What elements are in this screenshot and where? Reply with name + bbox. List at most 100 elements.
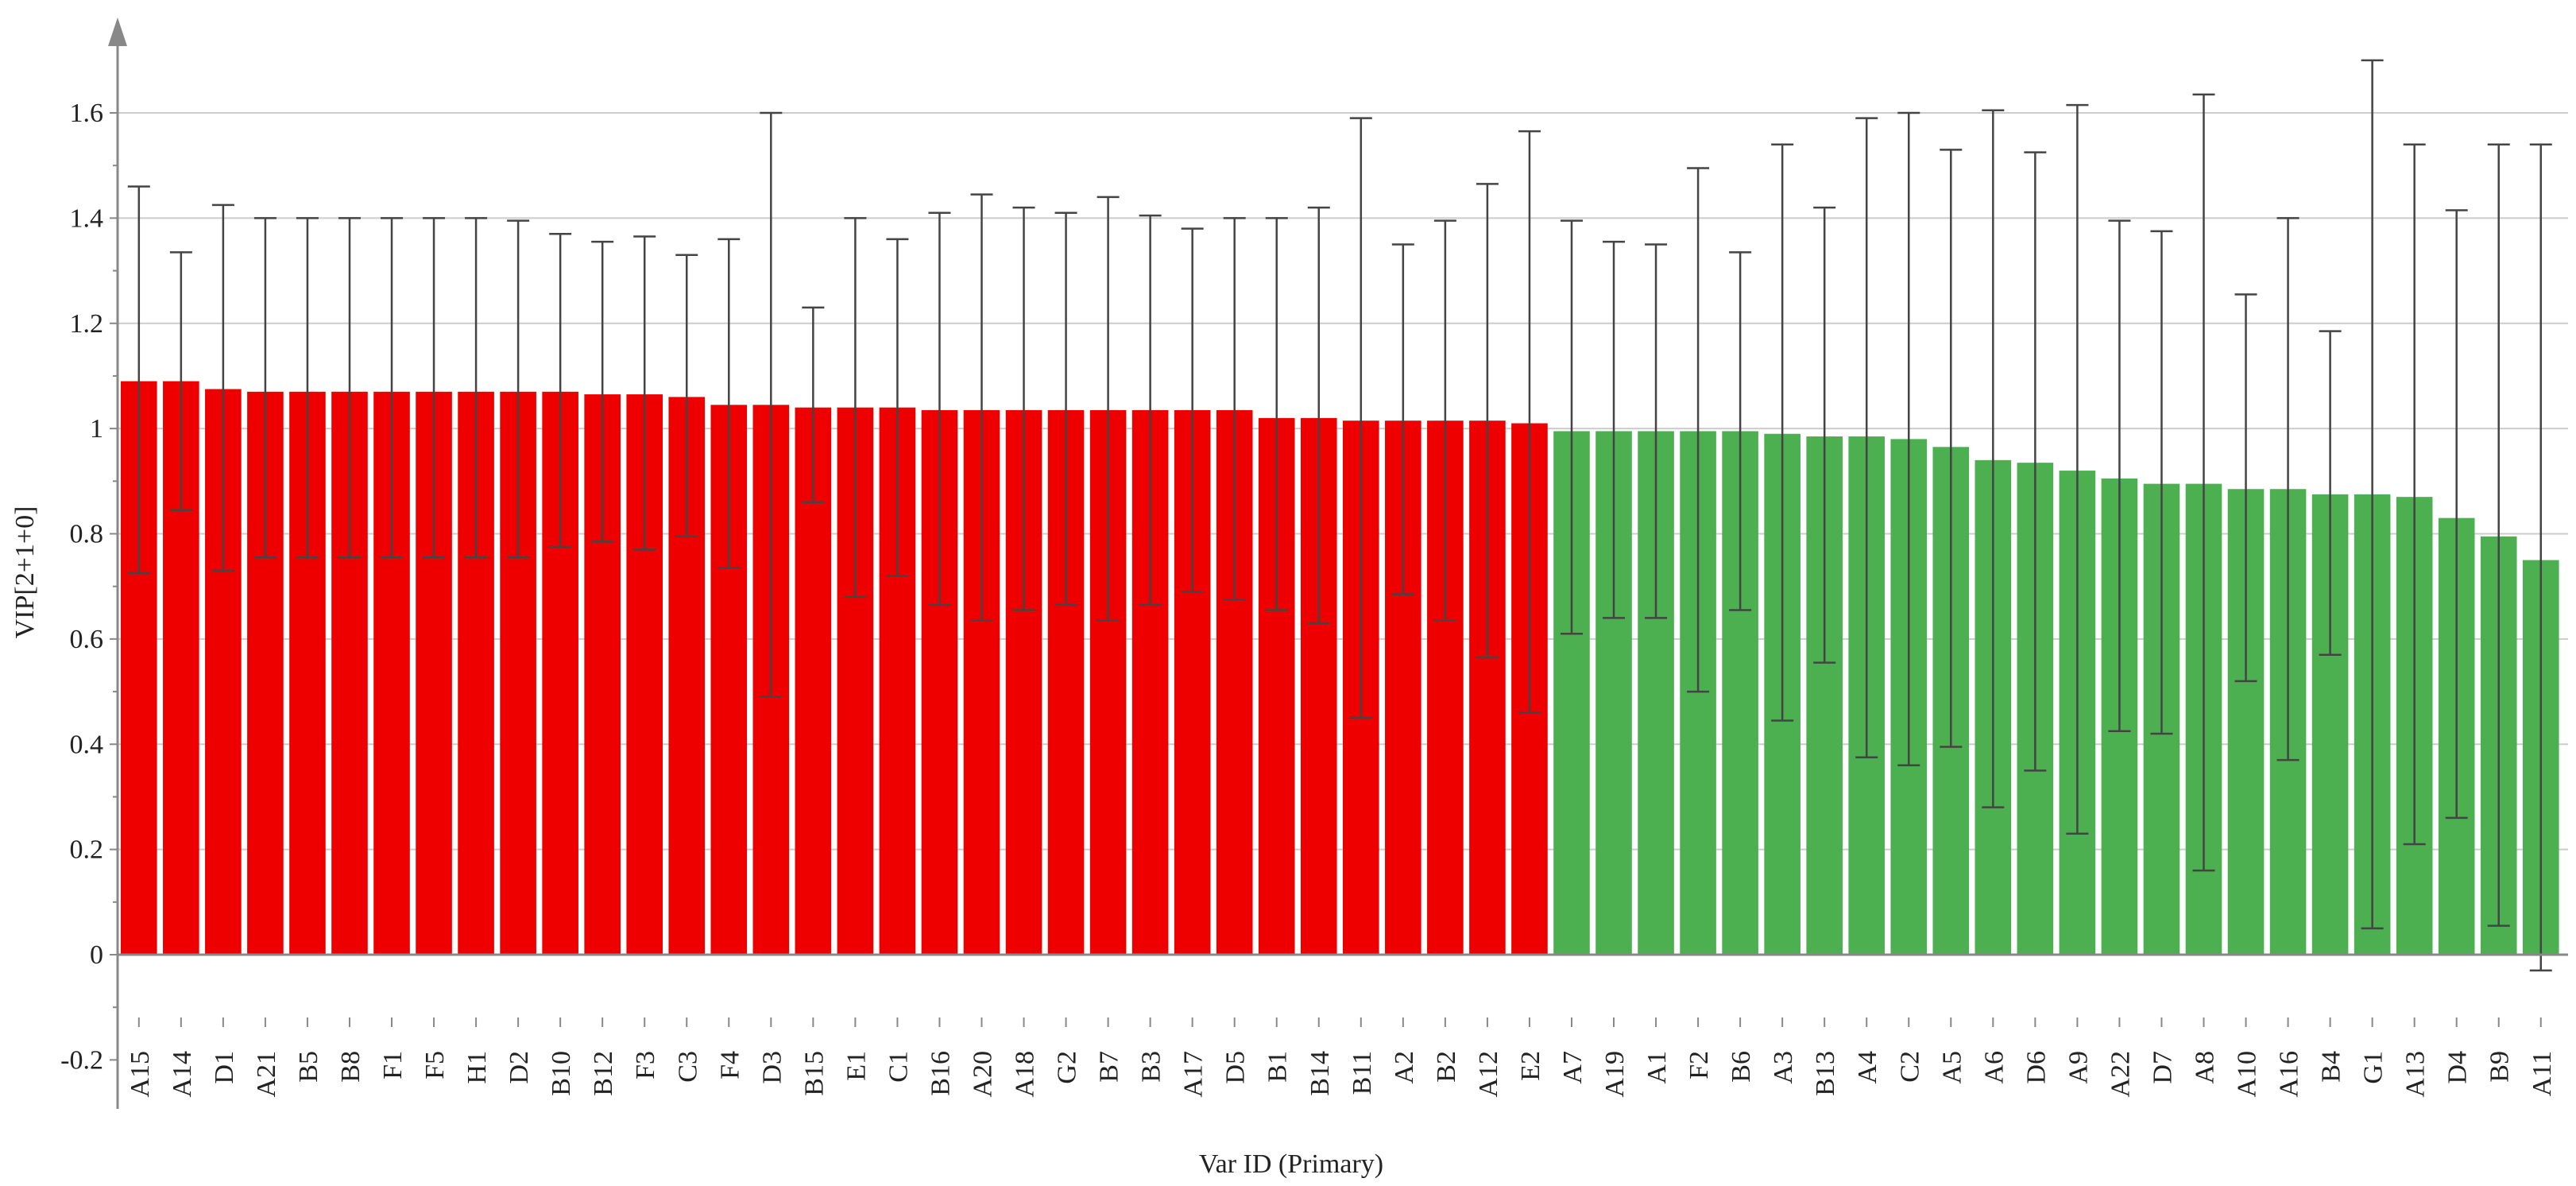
y-axis-title: VIP[2+1+0] xyxy=(10,506,40,639)
x-tick-label: F1 xyxy=(378,1051,408,1079)
x-tick-label: C2 xyxy=(1895,1051,1924,1083)
x-tick-label: A12 xyxy=(1474,1051,1503,1098)
error-bar-A1 xyxy=(1645,243,1668,619)
x-tick-label: B14 xyxy=(1305,1051,1335,1096)
error-bar-A3 xyxy=(1771,143,1794,722)
x-tick-label: B13 xyxy=(1811,1051,1840,1096)
error-bar-A5 xyxy=(1940,149,1963,748)
error-bar-B15 xyxy=(802,306,825,504)
x-tick-label: A9 xyxy=(2064,1051,2093,1084)
error-bar-D5 xyxy=(1223,217,1246,601)
x-tick-label: A22 xyxy=(2106,1051,2135,1098)
error-bar-F2 xyxy=(1687,167,1710,693)
x-tick-label: B11 xyxy=(1348,1051,1377,1095)
x-tick-label: C3 xyxy=(673,1051,702,1083)
axes xyxy=(108,17,2568,1109)
error-bar-A19 xyxy=(1603,240,1626,619)
x-tick-label: B4 xyxy=(2317,1051,2346,1083)
error-bar-E1 xyxy=(844,217,867,599)
error-bar-B12 xyxy=(591,240,614,543)
error-bar-A12 xyxy=(1476,183,1499,659)
x-tick-label: D3 xyxy=(757,1051,787,1084)
x-tick-label: A10 xyxy=(2233,1051,2262,1098)
error-bar-A20 xyxy=(970,193,993,622)
error-bar-B11 xyxy=(1349,117,1372,719)
error-bar-A9 xyxy=(2066,103,2089,835)
y-tick-label: 0.4 xyxy=(70,730,104,759)
x-tick-label: D1 xyxy=(210,1051,239,1084)
error-bar-A2 xyxy=(1391,243,1414,595)
x-tick-label: C1 xyxy=(884,1051,913,1083)
error-bar-A4 xyxy=(1855,117,1878,759)
x-tick-label: B7 xyxy=(1095,1051,1124,1083)
error-bar-A22 xyxy=(2108,219,2131,732)
x-tick-label: B5 xyxy=(294,1051,323,1083)
error-bar-H1 xyxy=(465,217,488,559)
x-tick-label: A16 xyxy=(2275,1051,2304,1098)
error-bar-F5 xyxy=(423,217,446,559)
x-tick-label: B6 xyxy=(1727,1051,1756,1083)
x-tick-label: G1 xyxy=(2359,1051,2388,1084)
x-tick-label: A15 xyxy=(126,1051,155,1098)
error-bar-C3 xyxy=(675,254,698,538)
error-bar-B13 xyxy=(1813,206,1836,664)
x-tick-label: E1 xyxy=(841,1051,871,1081)
x-tick-label: F2 xyxy=(1684,1051,1714,1079)
x-tick-label: D5 xyxy=(1221,1051,1251,1084)
x-tick-label: A7 xyxy=(1558,1051,1588,1084)
error-bar-B1 xyxy=(1265,217,1288,611)
y-tick-label: 0.2 xyxy=(70,835,104,865)
error-bar-D1 xyxy=(211,203,234,572)
x-tick-label: E2 xyxy=(1516,1051,1545,1081)
error-bar-B2 xyxy=(1433,219,1456,622)
x-tick-label: A11 xyxy=(2528,1051,2557,1096)
y-tick-label: 0.6 xyxy=(70,625,104,654)
error-bar-B14 xyxy=(1307,206,1330,625)
x-tick-label: A3 xyxy=(1769,1051,1798,1084)
x-tick-label: A8 xyxy=(2190,1051,2219,1084)
error-bar-G2 xyxy=(1054,211,1077,607)
error-bar-A14 xyxy=(169,251,192,511)
error-bar-A10 xyxy=(2234,293,2257,683)
x-axis-title: Var ID (Primary) xyxy=(1199,1149,1383,1179)
x-tick-label: F4 xyxy=(715,1051,745,1079)
x-tick-label: D6 xyxy=(2021,1051,2051,1084)
error-bar-F4 xyxy=(717,238,741,569)
x-tick-label: B2 xyxy=(1432,1051,1461,1083)
x-tick-label: F3 xyxy=(631,1051,660,1079)
x-tick-label: A14 xyxy=(168,1051,197,1098)
error-bar-E2 xyxy=(1518,130,1541,714)
x-tick-label: A19 xyxy=(1600,1051,1630,1098)
x-tick-label: B16 xyxy=(926,1051,955,1096)
error-bar-B8 xyxy=(338,217,361,559)
x-tick-label: F5 xyxy=(420,1051,450,1079)
error-bar-B7 xyxy=(1097,196,1120,622)
error-bar-A11 xyxy=(2529,143,2552,972)
x-tick-label: B15 xyxy=(799,1051,829,1096)
error-bar-A18 xyxy=(1012,206,1035,611)
x-tick-label: B3 xyxy=(1137,1051,1166,1083)
y-tick-label: 1.2 xyxy=(70,309,104,339)
x-tick-label: B12 xyxy=(589,1051,618,1096)
error-bar-F3 xyxy=(633,235,656,551)
x-tick-labels: A15 A14 D1 A21 B5 B8 F1 F5 H1 D2 B10 B12 F3 C3 F4 D3 B15… xyxy=(126,1017,2557,1098)
error-bar-A7 xyxy=(1560,219,1583,635)
x-tick-label: D7 xyxy=(2148,1051,2177,1084)
error-bar-F1 xyxy=(381,217,404,559)
x-tick-label: A17 xyxy=(1179,1051,1209,1098)
error-bar-B6 xyxy=(1729,251,1752,611)
error-bar-B4 xyxy=(2319,330,2342,656)
x-tick-label: B9 xyxy=(2485,1051,2515,1083)
y-tick-label: 0.8 xyxy=(70,520,104,549)
error-bar-B16 xyxy=(928,211,951,607)
x-tick-label: B1 xyxy=(1263,1051,1293,1083)
x-tick-label: A21 xyxy=(252,1051,281,1098)
x-tick-label: B10 xyxy=(547,1051,576,1096)
y-tick-label: -0.2 xyxy=(60,1045,103,1075)
error-bar-C1 xyxy=(886,238,909,577)
x-tick-label: A18 xyxy=(1011,1051,1040,1098)
x-tick-label: A4 xyxy=(1853,1051,1882,1084)
x-tick-label: D2 xyxy=(505,1051,534,1084)
x-tick-label: A1 xyxy=(1642,1051,1672,1084)
